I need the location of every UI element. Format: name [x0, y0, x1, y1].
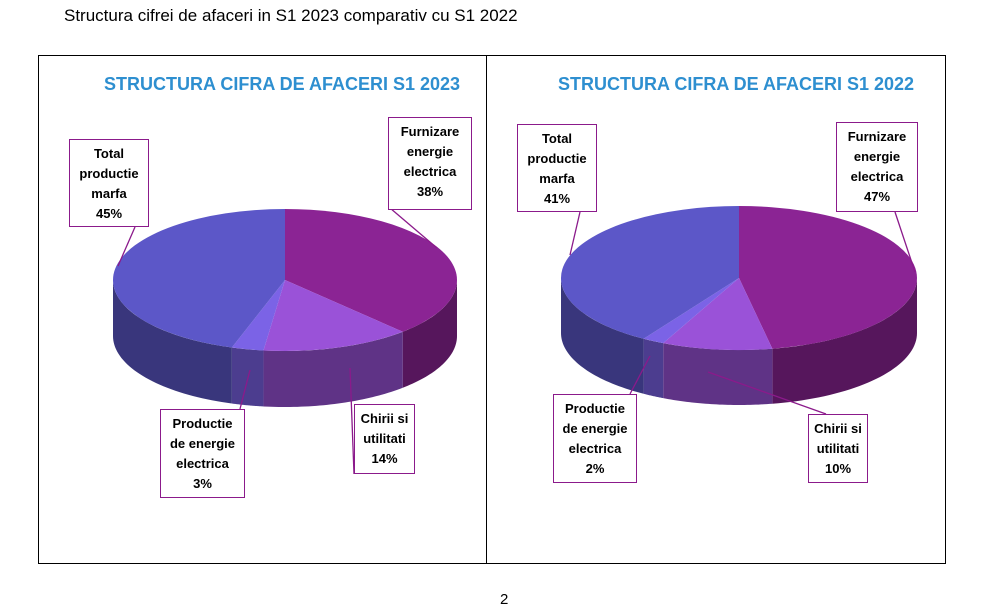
callout-label-line: Furnizare — [400, 124, 460, 139]
charts-divider — [486, 55, 487, 564]
callout-2023-chirii: Chirii si utilitati 14% — [354, 404, 415, 474]
callout-2023-total-productie: Total productie marfa 45% — [69, 139, 149, 227]
pie-slice-productie-energie-1 — [643, 278, 739, 344]
page-number: 2 — [500, 591, 509, 608]
frame-tick — [945, 540, 946, 564]
callout-value: 47% — [863, 189, 891, 204]
pie-side-productie-energie-1 — [643, 338, 664, 399]
pie-slice-furnizare-0 — [285, 209, 457, 332]
callout-label-line: electrica — [403, 164, 457, 179]
callout-value: 38% — [416, 184, 444, 199]
callout-label-line: Furnizare — [847, 129, 907, 144]
leader-line-chirii-1 — [707, 371, 827, 415]
charts-frame — [38, 55, 946, 564]
chart-title-2022: STRUCTURA CIFRA DE AFACERI S1 2022 — [558, 74, 915, 94]
callout-label-line: electrica — [850, 169, 904, 184]
callout-label-line: de energie — [562, 421, 628, 436]
document-heading: Structura cifrei de afaceri in S1 2023 c… — [64, 6, 518, 25]
leader-line-productie-energie-0 — [239, 369, 251, 410]
pie-side-chirii-0 — [263, 331, 403, 407]
pie-side-chirii-1 — [663, 343, 773, 405]
callout-label-line: Total — [93, 146, 125, 161]
pie-side-furnizare-1 — [772, 278, 917, 404]
callout-label-line: marfa — [539, 171, 575, 186]
chart-title-2023: STRUCTURA CIFRA DE AFACERI S1 2023 — [104, 74, 461, 94]
callout-2022-productie-energie: Productie de energie electrica 2% — [553, 394, 637, 483]
leader-line-total-productie-1 — [569, 211, 581, 256]
callout-label-line: utilitati — [363, 431, 406, 446]
callout-value: 10% — [824, 461, 852, 476]
callout-value: 2% — [585, 461, 605, 476]
callout-2023-furnizare: Furnizare energie electrica 38% — [388, 117, 472, 210]
callout-label-line: productie — [79, 166, 139, 181]
pie-slice-total-productie-0 — [112, 209, 285, 348]
callout-label-line: electrica — [568, 441, 622, 456]
callout-label-line: energie — [853, 149, 901, 164]
pie-slice-chirii-1 — [663, 278, 773, 350]
callout-label-line: Chirii si — [360, 411, 409, 426]
callout-value: 14% — [371, 451, 398, 466]
callout-label-line: energie — [406, 144, 454, 159]
callout-label-line: Total — [541, 131, 573, 146]
pie-side-total-productie-1 — [561, 278, 644, 394]
callout-label-line: Productie — [172, 416, 233, 431]
callout-2022-chirii: Chirii si utilitati 10% — [808, 414, 868, 483]
callout-value: 45% — [95, 206, 123, 221]
callout-label-line: utilitati — [816, 441, 860, 456]
pie-slice-productie-energie-0 — [231, 280, 285, 351]
callout-value: 41% — [543, 191, 571, 206]
leader-line-productie-energie-1 — [629, 355, 651, 395]
callout-2023-productie-energie: Productie de energie electrica 3% — [160, 409, 245, 498]
leader-line-chirii-0 — [349, 367, 355, 475]
pie-slice-total-productie-1 — [560, 206, 739, 339]
callout-label-line: marfa — [91, 186, 127, 201]
callout-label-line: productie — [527, 151, 587, 166]
callout-label-line: de energie — [169, 436, 236, 451]
callout-label-line: Chirii si — [814, 421, 862, 436]
callout-label-line: Productie — [565, 401, 625, 416]
leader-line-furnizare-1 — [894, 211, 916, 273]
pie-side-furnizare-0 — [402, 280, 457, 388]
leader-line-total-productie-0 — [117, 226, 136, 267]
pie-slice-chirii-0 — [263, 280, 403, 351]
callout-2022-total-productie: Total productie marfa 41% — [517, 124, 597, 212]
pie-slice-furnizare-1 — [739, 206, 917, 349]
callout-2022-furnizare: Furnizare energie electrica 47% — [836, 122, 918, 212]
pie-side-total-productie-0 — [113, 280, 232, 404]
leader-line-furnizare-0 — [389, 207, 438, 249]
callout-label-line: electrica — [176, 456, 229, 471]
callout-value: 3% — [193, 476, 212, 491]
